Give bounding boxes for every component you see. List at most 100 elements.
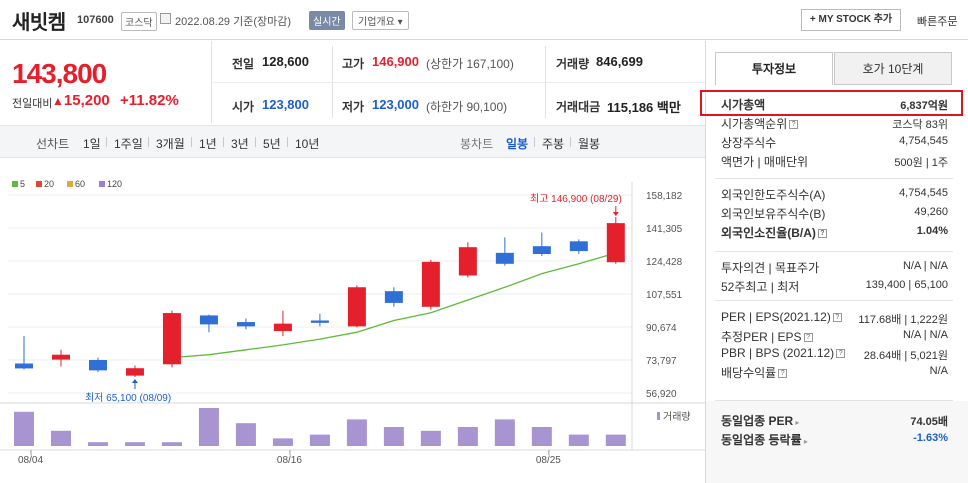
period-1w[interactable]: 1주일 — [114, 137, 143, 151]
period-10y[interactable]: 10년 — [295, 137, 320, 151]
tab-order-book[interactable]: 호가 10단계 — [834, 52, 952, 85]
info-label: 동일업종 등락률 ▸ — [721, 433, 808, 447]
x-tick-label: 08/16 — [277, 455, 302, 466]
info-label: 시가총액순위? — [721, 115, 799, 132]
market-cap-highlight — [700, 90, 963, 116]
info-label: 외국인한도주식수(A) — [721, 188, 826, 202]
candle-chart-label: 봉차트 — [460, 137, 494, 151]
help-icon[interactable]: ? — [803, 333, 813, 343]
period-bar — [0, 125, 705, 158]
prev-close-value: 128,600 — [262, 54, 309, 69]
info-label: 추정PER | EPS? — [721, 328, 813, 345]
volume-value: 846,699 — [596, 54, 643, 69]
candle-body — [310, 320, 329, 323]
candle-body — [162, 313, 181, 365]
help-icon[interactable]: ▸ — [801, 437, 808, 446]
x-tick-label: 08/25 — [536, 455, 561, 466]
lower-limit: (하한가 90,100) — [426, 100, 508, 114]
date-text: 2022.08.29 기준(장마감) — [175, 16, 292, 28]
amount-label: 거래대금 — [556, 100, 601, 114]
help-icon[interactable]: ? — [832, 313, 842, 323]
info-value: -1.63% — [913, 432, 948, 444]
change-label: 전일대비 — [12, 98, 53, 110]
legend-swatch-120 — [99, 181, 105, 187]
period-3y[interactable]: 3년 — [231, 137, 249, 151]
help-icon[interactable]: ? — [789, 120, 799, 130]
volume-bar — [568, 434, 589, 446]
candle-body — [347, 287, 366, 327]
info-value: 1.04% — [916, 225, 948, 237]
period-5y[interactable]: 5년 — [263, 137, 281, 151]
sep — [191, 137, 192, 147]
info-value: 4,754,545 — [899, 135, 948, 147]
volume-bar — [383, 427, 404, 446]
change-amount: 15,200 — [63, 92, 110, 109]
info-label: 시가총액 — [721, 98, 766, 112]
x-tick-label: 08/04 — [18, 455, 43, 466]
info-value: 6,837억원 — [900, 100, 948, 112]
volume-legend-swatch — [657, 412, 660, 420]
y-tick-label: 158,182 — [646, 191, 683, 202]
volume-bar — [235, 423, 256, 446]
period-1d[interactable]: 1일 — [83, 137, 101, 151]
help-icon[interactable]: ? — [836, 349, 846, 359]
add-mystock-button[interactable]: + MY STOCK 추가 — [801, 9, 901, 31]
section-divider — [715, 400, 953, 401]
help-icon[interactable]: ? — [778, 369, 788, 379]
volume-bar — [272, 438, 293, 446]
upper-limit: (상한가 167,100) — [426, 57, 514, 71]
company-info-dropdown[interactable]: 기업개요 ▾ — [352, 11, 409, 30]
section-divider — [715, 300, 953, 301]
volume-bar — [87, 442, 108, 446]
volume-bar — [457, 427, 478, 446]
ma5-line — [171, 252, 616, 359]
prev-close-label: 전일 — [232, 57, 255, 71]
candle-monthly[interactable]: 월봉 — [578, 137, 601, 151]
help-icon[interactable]: ▸ — [793, 418, 800, 427]
candle-body — [569, 241, 588, 252]
section-divider — [715, 251, 953, 252]
info-label: 외국인보유주식수(B) — [721, 207, 826, 221]
info-label: 투자의견 | 목표주가 — [721, 261, 820, 275]
y-tick-label: 56,920 — [646, 389, 677, 400]
candlestick-chart[interactable]: 158,182 141,305 124,428 107,551 90,674 73,797… — [0, 160, 705, 483]
candle-body — [88, 359, 107, 371]
volume-label: 거래량 — [663, 411, 691, 423]
volume-bar — [161, 442, 182, 446]
legend-swatch-5 — [12, 181, 18, 187]
candle-body — [495, 252, 514, 264]
volume-bar — [198, 408, 219, 446]
up-triangle-icon: ▲ — [52, 94, 64, 108]
legend-5: 5 — [20, 179, 26, 189]
help-icon[interactable]: ? — [817, 229, 827, 239]
candle-body — [51, 354, 70, 360]
legend-20: 20 — [44, 179, 55, 189]
candle-body — [421, 261, 440, 307]
line-chart-label: 선차트 — [36, 137, 70, 151]
investment-panel — [705, 41, 968, 483]
sep — [148, 137, 149, 147]
candle-body — [15, 363, 33, 369]
stock-name: 새빗켐 — [12, 12, 66, 34]
company-info-label: 기업개요 — [358, 17, 395, 28]
period-3m[interactable]: 3개월 — [156, 137, 185, 151]
open-value: 123,800 — [262, 97, 309, 112]
info-value: N/A — [929, 365, 948, 377]
tab-investment-info[interactable]: 투자정보 — [715, 52, 833, 85]
info-value: 500원 | 1주 — [894, 157, 948, 169]
candle-daily[interactable]: 일봉 — [506, 137, 529, 151]
period-1y[interactable]: 1년 — [199, 137, 217, 151]
market-badge: 코스닥 — [121, 12, 157, 31]
divider — [213, 82, 705, 83]
realtime-badge[interactable]: 실시간 — [309, 11, 345, 30]
sep — [223, 137, 224, 147]
low-arrow-head — [131, 379, 138, 384]
y-tick-label: 90,674 — [646, 323, 677, 334]
quick-order-link[interactable]: 빠른주문 — [917, 16, 958, 28]
volume-label: 거래량 — [556, 57, 590, 71]
calendar-icon — [160, 13, 171, 24]
candle-weekly[interactable]: 주봉 — [542, 137, 565, 151]
amount-value: 115,186 백만 — [607, 100, 681, 115]
sep — [255, 137, 256, 147]
high-arrow-head — [612, 212, 619, 217]
